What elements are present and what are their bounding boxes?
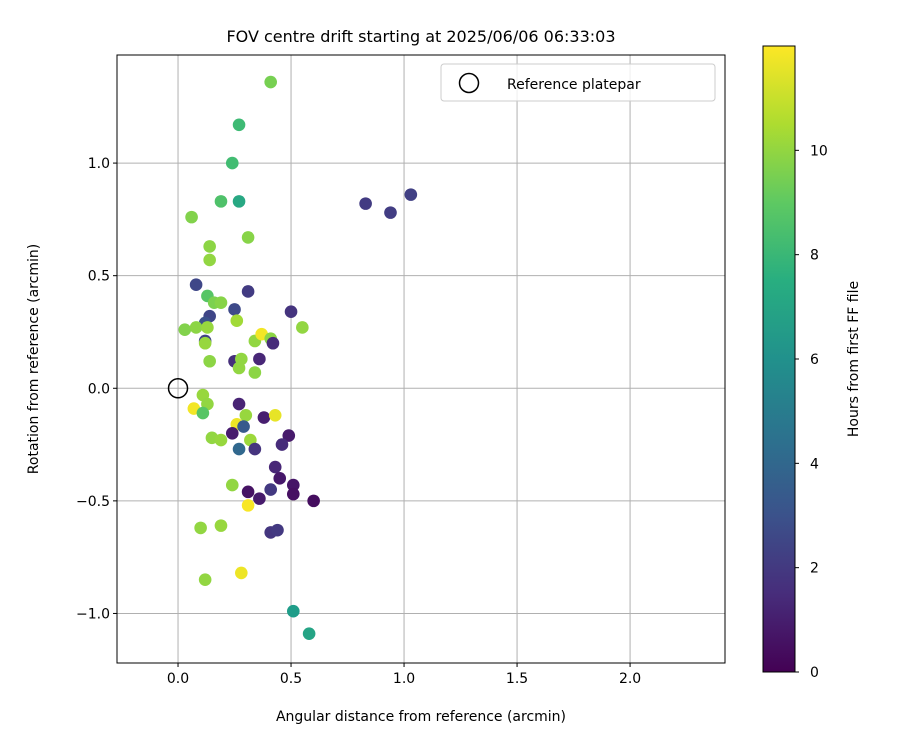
data-point xyxy=(196,406,210,420)
data-point xyxy=(198,573,212,586)
data-point xyxy=(286,604,300,618)
data-point xyxy=(232,397,246,411)
data-point xyxy=(282,429,296,442)
data-point xyxy=(225,427,239,440)
data-point xyxy=(268,460,282,474)
colorbar-tick-label: 6 xyxy=(810,352,819,368)
colorbar-gradient xyxy=(762,45,796,673)
data-point xyxy=(214,296,228,310)
data-point xyxy=(404,188,418,201)
x-tick-label: 0.0 xyxy=(167,671,189,687)
data-point xyxy=(257,411,271,424)
data-point xyxy=(230,314,244,328)
legend-box xyxy=(440,63,716,102)
data-point xyxy=(302,627,316,641)
colorbar-tick-label: 8 xyxy=(810,248,819,264)
data-point xyxy=(189,278,203,291)
y-tick-label: 0.5 xyxy=(88,269,110,285)
data-point xyxy=(248,366,262,379)
data-point xyxy=(232,118,246,132)
data-point xyxy=(203,354,216,368)
data-point xyxy=(266,336,280,350)
data-point xyxy=(275,438,289,451)
data-point xyxy=(241,499,255,512)
chart-title: FOV centre drift starting at 2025/06/06 … xyxy=(226,27,615,46)
data-point xyxy=(284,305,298,319)
colorbar-tick-label: 4 xyxy=(810,456,819,472)
colorbar-tick-label: 0 xyxy=(810,665,819,681)
data-point xyxy=(268,408,282,422)
data-point xyxy=(286,487,300,501)
colorbar-ticks: 0 2 4 6 8 10 xyxy=(795,143,828,681)
data-point xyxy=(203,240,216,253)
data-point xyxy=(286,478,300,492)
data-point xyxy=(214,433,228,447)
legend-reference-marker xyxy=(458,72,480,94)
colorbar: 0 2 4 6 8 10 Hours from first FF file xyxy=(762,45,862,681)
x-tick-label: 0.5 xyxy=(280,671,302,687)
y-tick-label: −1.0 xyxy=(76,606,110,622)
data-point xyxy=(241,285,255,298)
x-axis-label: Angular distance from reference (arcmin) xyxy=(276,709,566,725)
data-point xyxy=(225,156,239,170)
y-tick-label: −0.5 xyxy=(76,494,110,510)
data-point xyxy=(241,485,255,499)
y-axis-label: Rotation from reference (arcmin) xyxy=(26,244,42,474)
data-point xyxy=(237,420,250,433)
data-point xyxy=(264,75,277,89)
data-point xyxy=(271,523,284,537)
y-tick-label: 0.0 xyxy=(88,381,110,397)
plot-area-frame xyxy=(116,54,726,664)
data-point xyxy=(214,519,228,532)
colorbar-tick-label: 10 xyxy=(810,143,828,159)
data-point xyxy=(273,472,287,485)
data-point xyxy=(241,231,255,244)
data-point xyxy=(239,408,253,422)
reference-platepar-marker xyxy=(167,378,189,399)
legend-entry-reference: Reference platepar xyxy=(507,77,641,93)
data-point xyxy=(232,442,246,456)
colorbar-label: Hours from first FF file xyxy=(846,281,862,437)
data-point xyxy=(253,492,266,505)
data-points xyxy=(167,75,418,641)
data-point xyxy=(201,321,214,334)
legend: Reference platepar xyxy=(440,63,716,102)
data-point xyxy=(214,195,228,208)
data-point xyxy=(189,321,203,334)
data-point xyxy=(232,195,246,208)
data-point xyxy=(198,336,212,350)
data-point xyxy=(248,442,262,456)
x-tick-label: 1.0 xyxy=(393,671,415,687)
data-point xyxy=(225,478,239,492)
data-point xyxy=(296,321,309,334)
grid xyxy=(117,55,725,663)
data-point xyxy=(232,361,246,375)
data-point xyxy=(235,566,248,580)
data-point xyxy=(384,206,397,219)
data-point xyxy=(185,210,198,224)
x-tick-label: 2.0 xyxy=(619,671,641,687)
axis-ticks: 0.0 0.5 1.0 1.5 2.0 −1.0 −0.5 0.0 0.5 1.0 xyxy=(76,156,641,687)
data-point xyxy=(203,253,216,267)
data-point xyxy=(264,483,277,496)
data-point xyxy=(228,303,241,316)
data-point xyxy=(178,323,192,337)
x-tick-label: 1.5 xyxy=(506,671,528,687)
data-point xyxy=(307,494,320,508)
y-tick-label: 1.0 xyxy=(88,156,110,172)
data-point xyxy=(359,197,372,210)
colorbar-tick-label: 2 xyxy=(810,561,819,577)
data-point xyxy=(253,352,266,366)
data-point xyxy=(194,521,207,535)
